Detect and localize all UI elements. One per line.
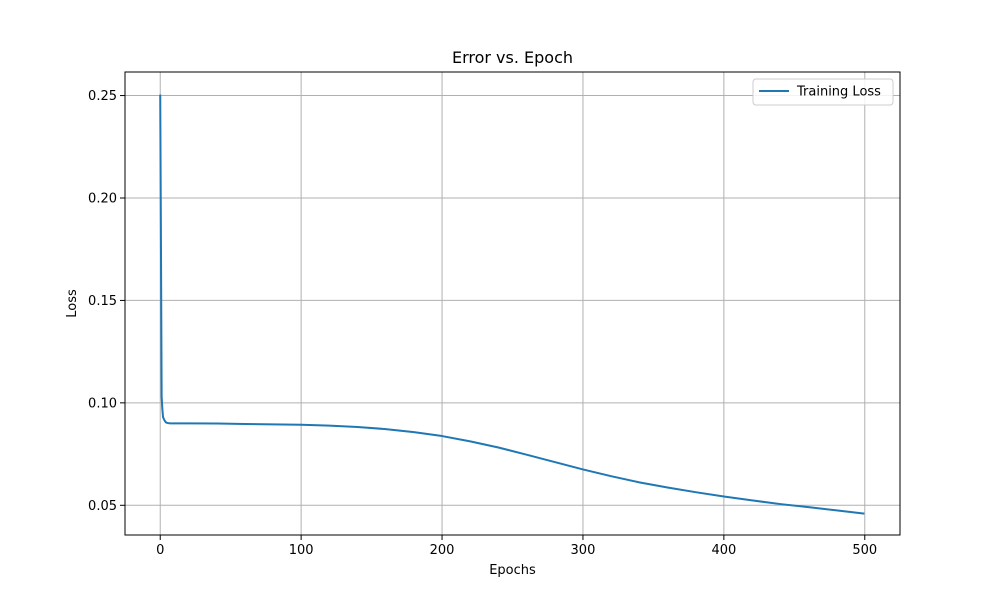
- legend: Training Loss: [752, 78, 894, 106]
- chart-title: Error vs. Epoch: [452, 48, 573, 67]
- x-tick-label: 500: [852, 543, 877, 558]
- legend-label-training-loss: Training Loss: [796, 85, 881, 100]
- y-axis: 0.05 0.10 0.15 0.20 0.25: [88, 89, 125, 514]
- y-tick-label: 0.25: [88, 89, 117, 104]
- legend-box: [752, 78, 894, 106]
- y-tick-label: 0.20: [88, 191, 117, 206]
- y-tick-label: 0.15: [88, 294, 117, 309]
- x-tick-label: 400: [711, 543, 736, 558]
- series-layer: [159, 94, 865, 515]
- x-tick-label: 200: [430, 543, 455, 558]
- plot-frame: [124, 71, 901, 536]
- y-axis-label: Loss: [65, 289, 80, 318]
- x-tick-label: 300: [571, 543, 596, 558]
- x-tick-label: 100: [289, 543, 314, 558]
- x-axis-label: Epochs: [489, 563, 536, 578]
- y-tick-label: 0.10: [88, 396, 117, 411]
- plot-area: [159, 94, 865, 515]
- x-axis: 0 100 200 300 400 500: [156, 535, 877, 558]
- series-line-training-loss: [159, 94, 865, 515]
- x-tick-label: 0: [156, 543, 164, 558]
- y-tick-label: 0.05: [88, 499, 117, 514]
